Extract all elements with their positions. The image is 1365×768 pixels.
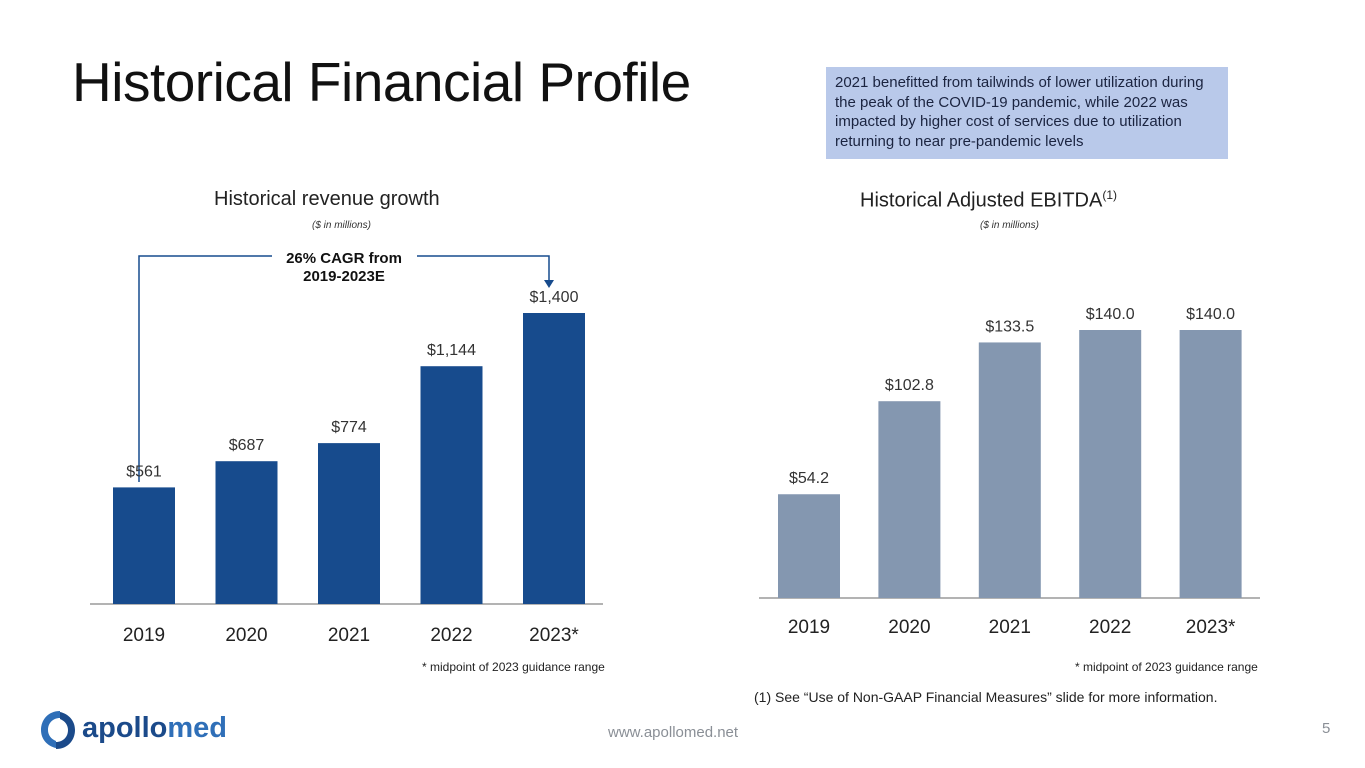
ebitda-chart: $54.2 2019 $102.8 2020 $133.5 2021 $140.0 2022 $… [759,306,1260,638]
revenue-chart-subtitle: ($ in millions) [312,220,371,231]
ebitda-data-label: $140.0 [1086,306,1135,323]
ebitda-bar-2020 [878,401,941,598]
page-title: Historical Financial Profile [72,51,691,113]
revenue-bar-2019 [113,487,175,604]
apollomed-logo: apollomed [38,708,248,752]
revenue-category-label: 2023* [529,625,579,646]
revenue-data-label: $774 [331,419,367,436]
ebitda-footnote: * midpoint of 2023 guidance range [1075,660,1258,674]
logo-wordmark: apollomed [82,712,227,745]
revenue-data-label: $1,144 [427,342,476,359]
revenue-bar-2021 [318,443,380,604]
cagr-connector-right [417,255,550,280]
page-number: 5 [1322,720,1331,737]
revenue-category-label: 2020 [225,625,267,646]
revenue-data-label: $561 [126,463,162,480]
revenue-footnote: * midpoint of 2023 guidance range [422,660,605,674]
revenue-category-label: 2022 [430,625,472,646]
logo-wordmark-apollo: apollo [82,712,168,744]
callout-note: 2021 benefitted from tailwinds of lower … [826,67,1228,159]
revenue-data-label: $1,400 [530,289,579,306]
ebitda-data-label: $54.2 [789,470,829,487]
ebitda-data-label: $102.8 [885,377,934,394]
cagr-annotation: 26% CAGR from 2019-2023E [286,250,402,285]
ebitda-chart-title: Historical Adjusted EBITDA(1) [860,188,1117,213]
cagr-connector-left [138,255,272,482]
ebitda-bar-2021 [978,342,1041,598]
ebitda-data-label: $140.0 [1186,306,1235,323]
revenue-bar-2022 [420,366,483,604]
cagr-arrowhead [544,280,554,288]
ebitda-category-label: 2019 [788,617,830,638]
revenue-bar-2020 [215,461,278,604]
ebitda-chart-subtitle: ($ in millions) [980,220,1039,231]
revenue-category-label: 2019 [123,625,165,646]
revenue-bar-2023 [523,313,585,604]
ebitda-category-label: 2020 [888,617,930,638]
website-url: www.apollomed.net [608,724,739,741]
ebitda-bar-2019 [778,494,840,598]
ebitda-title-footnote-ref: (1) [1102,188,1117,202]
revenue-data-label: $687 [229,437,265,454]
revenue-chart-title: Historical revenue growth [214,188,440,210]
ebitda-data-label: $133.5 [985,318,1034,335]
ebitda-category-label: 2023* [1186,617,1236,638]
nongaap-footnote: (1) See “Use of Non-GAAP Financial Measu… [754,689,1218,705]
ebitda-bar-2022 [1079,330,1142,598]
ebitda-bar-2023 [1179,330,1242,598]
ebitda-category-label: 2021 [989,617,1031,638]
revenue-chart: $561 2019 $687 2020 $774 2021 $1,144 2022 $1,400… [90,289,603,646]
logo-wordmark-med: med [167,712,228,744]
ebitda-category-label: 2022 [1089,617,1131,638]
ebitda-title-text: Historical Adjusted EBITDA [860,189,1103,212]
revenue-category-label: 2021 [328,625,370,646]
logo-mark-icon [41,711,75,749]
